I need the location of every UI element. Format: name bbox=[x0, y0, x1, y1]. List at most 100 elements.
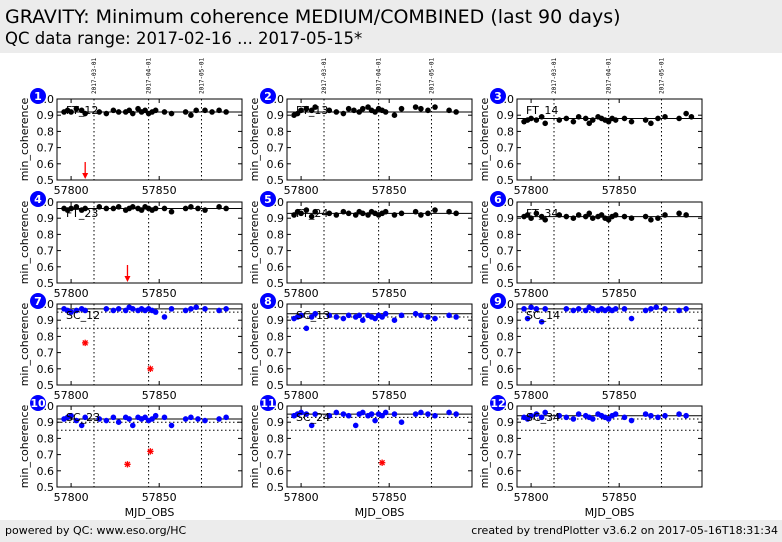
y-tick-label: 0.7 bbox=[497, 449, 515, 462]
page-title: GRAVITY: Minimum coherence MEDIUM/COMBIN… bbox=[5, 6, 621, 28]
data-point bbox=[524, 416, 531, 422]
data-point bbox=[533, 210, 540, 217]
data-point bbox=[528, 215, 534, 221]
data-point bbox=[628, 215, 635, 221]
data-point bbox=[542, 120, 548, 127]
data-point bbox=[195, 205, 201, 212]
y-tick-label: 0.5 bbox=[267, 481, 285, 494]
data-point bbox=[628, 315, 635, 322]
data-point bbox=[521, 306, 527, 312]
data-point bbox=[73, 307, 80, 314]
y-tick-label: 0.9 bbox=[37, 314, 55, 327]
data-point bbox=[73, 105, 80, 112]
data-point bbox=[216, 307, 222, 314]
data-point bbox=[621, 306, 628, 312]
x-tick-label: 57850 bbox=[372, 389, 407, 402]
data-point bbox=[333, 109, 340, 115]
x-tick-label: 57800 bbox=[54, 389, 89, 402]
data-point bbox=[612, 212, 619, 218]
x-tick-label: 57850 bbox=[602, 491, 637, 504]
data-point bbox=[359, 317, 366, 324]
data-point bbox=[195, 416, 201, 422]
y-tick-label: 0.7 bbox=[37, 449, 55, 462]
data-point bbox=[303, 207, 310, 213]
data-point bbox=[312, 310, 318, 317]
data-point bbox=[412, 208, 419, 215]
outlier-marker bbox=[378, 459, 386, 466]
y-tick-label: 0.6 bbox=[497, 465, 515, 478]
outlier-marker bbox=[124, 461, 131, 468]
data-point bbox=[223, 205, 229, 212]
data-point bbox=[556, 212, 563, 218]
data-point bbox=[379, 412, 385, 419]
y-axis-label: min_coherence bbox=[248, 404, 261, 488]
panel-number-badge bbox=[490, 191, 506, 207]
data-point bbox=[683, 110, 689, 117]
data-point bbox=[398, 419, 405, 426]
data-point bbox=[612, 117, 619, 123]
data-point bbox=[453, 411, 459, 417]
panel-title: SC_13 bbox=[296, 309, 330, 322]
data-point bbox=[432, 104, 438, 110]
data-point bbox=[308, 107, 315, 114]
data-point bbox=[453, 109, 459, 115]
data-point bbox=[96, 204, 103, 210]
data-point bbox=[161, 414, 168, 421]
data-point bbox=[182, 416, 189, 422]
y-tick-label: 0.8 bbox=[267, 125, 285, 138]
data-point bbox=[382, 109, 389, 115]
data-point bbox=[182, 307, 189, 314]
y-tick-label: 0.6 bbox=[267, 158, 285, 171]
data-point bbox=[365, 104, 371, 110]
data-point bbox=[418, 105, 424, 112]
y-tick-label: 0.6 bbox=[37, 158, 55, 171]
y-tick-label: 0.7 bbox=[267, 142, 285, 155]
data-point bbox=[103, 110, 110, 117]
panel-number-badge bbox=[490, 293, 506, 309]
panel-number: 11 bbox=[260, 397, 275, 410]
panel-number-badge bbox=[260, 395, 276, 411]
data-point bbox=[662, 114, 668, 120]
data-point bbox=[368, 411, 375, 417]
x-tick-label: 57850 bbox=[372, 184, 407, 197]
data-point bbox=[570, 215, 577, 221]
data-point bbox=[188, 204, 194, 210]
outlier-marker bbox=[147, 448, 154, 455]
y-tick-label: 0.5 bbox=[497, 174, 515, 187]
y-axis-label: min_coherence bbox=[478, 404, 491, 488]
data-point bbox=[612, 411, 619, 417]
data-point bbox=[575, 411, 582, 417]
y-tick-label: 0.6 bbox=[37, 465, 55, 478]
data-point bbox=[340, 315, 347, 322]
data-point bbox=[82, 110, 88, 117]
data-point bbox=[586, 210, 593, 217]
x-axis-label: MJD_OBS bbox=[125, 506, 175, 519]
data-point bbox=[612, 306, 619, 312]
data-point bbox=[298, 409, 304, 416]
data-point bbox=[312, 411, 318, 417]
x-tick-label: 57850 bbox=[372, 491, 407, 504]
data-point bbox=[202, 107, 208, 114]
data-point bbox=[78, 107, 85, 114]
data-point bbox=[68, 412, 74, 419]
data-point bbox=[563, 306, 570, 312]
y-tick-label: 0.7 bbox=[37, 142, 55, 155]
x-tick-label: 57800 bbox=[54, 287, 89, 300]
data-point bbox=[303, 411, 310, 417]
data-point bbox=[653, 304, 659, 311]
y-axis-label: min_coherence bbox=[18, 200, 31, 284]
data-point bbox=[570, 416, 577, 422]
data-point bbox=[303, 105, 310, 112]
date-marker-label: 2017-03-01 bbox=[551, 57, 558, 94]
panel-title: FT_12 bbox=[66, 104, 98, 117]
plot-frame bbox=[286, 98, 473, 181]
footer-timestamp: created by trendPlotter v3.6.2 on 2017-0… bbox=[471, 524, 778, 537]
data-point bbox=[352, 212, 359, 218]
data-point bbox=[570, 307, 577, 314]
data-point bbox=[379, 314, 385, 320]
data-point bbox=[391, 212, 398, 218]
data-point bbox=[582, 213, 589, 220]
data-point bbox=[291, 212, 297, 218]
